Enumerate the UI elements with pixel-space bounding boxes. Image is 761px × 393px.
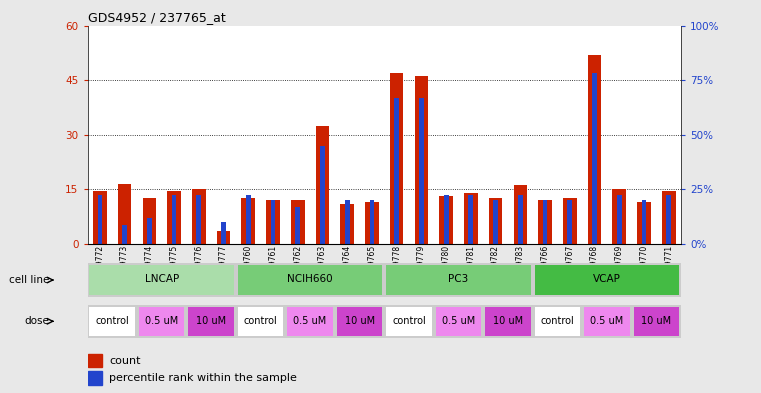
Text: 0.5 uM: 0.5 uM [294, 316, 326, 326]
Bar [535, 307, 580, 336]
Text: 10 uM: 10 uM [196, 316, 226, 326]
Bar [238, 265, 382, 295]
Bar [345, 200, 349, 244]
Bar [189, 307, 234, 336]
Bar [617, 195, 622, 244]
Bar [390, 73, 403, 244]
Bar [90, 265, 234, 295]
Bar [419, 98, 424, 244]
Text: control: control [540, 316, 575, 326]
Bar [592, 73, 597, 244]
Bar [563, 198, 577, 244]
Bar [217, 231, 231, 244]
Text: control: control [244, 316, 278, 326]
Bar [238, 307, 283, 336]
Text: dose: dose [24, 316, 49, 326]
Bar [394, 98, 399, 244]
Bar [637, 202, 651, 244]
Text: 0.5 uM: 0.5 uM [442, 316, 475, 326]
Text: 0.5 uM: 0.5 uM [145, 316, 178, 326]
Text: LNCAP: LNCAP [145, 274, 179, 285]
Bar [147, 218, 151, 244]
Bar [88, 354, 102, 367]
Bar [97, 195, 102, 244]
Text: NCIH660: NCIH660 [288, 274, 333, 285]
Bar [439, 196, 453, 244]
Bar [535, 265, 679, 295]
Bar [613, 189, 626, 244]
Bar [387, 265, 530, 295]
Bar [489, 198, 502, 244]
Bar [340, 204, 354, 244]
Bar [316, 125, 330, 244]
Bar [337, 307, 382, 336]
Bar [288, 307, 333, 336]
Bar [167, 191, 181, 244]
Bar [291, 200, 304, 244]
Bar [436, 307, 481, 336]
Bar [642, 200, 646, 244]
Bar [271, 200, 275, 244]
Text: percentile rank within the sample: percentile rank within the sample [109, 373, 297, 384]
Bar [464, 193, 478, 244]
Text: PC3: PC3 [448, 274, 469, 285]
Bar [192, 189, 205, 244]
Bar [246, 195, 250, 244]
Text: 0.5 uM: 0.5 uM [591, 316, 623, 326]
Bar [370, 200, 374, 244]
Bar [444, 195, 448, 244]
Bar [469, 195, 473, 244]
Bar [241, 198, 255, 244]
Text: 10 uM: 10 uM [493, 316, 523, 326]
Bar [662, 191, 676, 244]
Bar [538, 200, 552, 244]
Text: count: count [109, 356, 140, 366]
Bar [320, 145, 325, 244]
Text: VCAP: VCAP [593, 274, 621, 285]
Bar [387, 307, 431, 336]
Bar [634, 307, 679, 336]
Bar [543, 200, 547, 244]
Text: control: control [95, 316, 129, 326]
Bar [295, 207, 300, 244]
Bar [667, 195, 671, 244]
Bar [93, 191, 107, 244]
Bar [221, 222, 226, 244]
Text: 10 uM: 10 uM [345, 316, 374, 326]
Bar [123, 226, 127, 244]
Bar [266, 200, 280, 244]
Bar [142, 198, 156, 244]
Bar [365, 202, 379, 244]
Bar [415, 76, 428, 244]
Text: cell line: cell line [9, 275, 49, 285]
Bar [90, 307, 135, 336]
Text: control: control [392, 316, 426, 326]
Bar [584, 307, 629, 336]
Bar [493, 200, 498, 244]
Text: GDS4952 / 237765_at: GDS4952 / 237765_at [88, 11, 225, 24]
Bar [172, 195, 177, 244]
Bar [518, 195, 523, 244]
Text: 10 uM: 10 uM [642, 316, 671, 326]
Bar [514, 185, 527, 244]
Bar [139, 307, 184, 336]
Bar [196, 195, 201, 244]
Bar [486, 307, 530, 336]
Bar [568, 200, 572, 244]
Bar [88, 371, 102, 385]
Bar [118, 184, 132, 244]
Bar [587, 55, 601, 244]
